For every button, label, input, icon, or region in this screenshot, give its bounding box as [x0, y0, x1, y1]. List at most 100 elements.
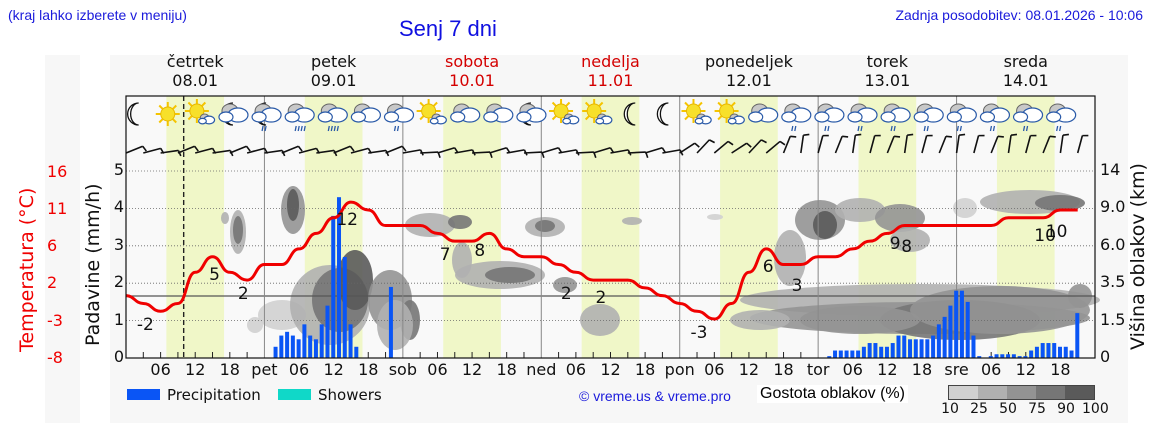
precipitation-legend-swatch [127, 389, 160, 400]
precipitation-tick: 0 [113, 347, 124, 366]
x-tick: 12 [323, 360, 344, 379]
page-title: Senj 7 dni [399, 16, 497, 41]
cloud-rain-icon [814, 103, 845, 132]
cloud-scale-label: 25 [970, 401, 988, 417]
plot-frame [125, 95, 1096, 359]
credit-link[interactable]: © vreme.us & vreme.pro [579, 388, 731, 404]
precipitation-legend-label: Precipitation [167, 386, 261, 404]
cloud-height-tick: 3.5 [1100, 272, 1126, 292]
day-name: četrtek [166, 52, 224, 71]
cloud-rain-icon [781, 103, 812, 132]
wind-barbs [125, 133, 1089, 158]
x-tick: 06 [842, 360, 863, 379]
cloud-rain-heavy-icon [284, 103, 315, 132]
sun-cloud-icon [184, 99, 216, 125]
precipitation-tick: 3 [113, 234, 124, 254]
cloud-rain-icon [847, 103, 878, 132]
temperature-label: 3 [791, 276, 803, 297]
x-tick: tor [806, 360, 830, 379]
sun-cloud-icon [714, 99, 745, 125]
moon-icon [623, 102, 636, 126]
day-header-3: nedelja 11.01 [542, 52, 680, 90]
cloud-rain-icon [1012, 103, 1044, 132]
day-date: 12.01 [726, 71, 772, 90]
x-tick: sob [388, 360, 417, 379]
x-tick: pet [251, 360, 278, 379]
moon-cloud-icon [218, 102, 249, 126]
temperature-label: 2 [560, 284, 572, 305]
cloud-rain-icon [913, 103, 944, 132]
temperature-label: 10 [1045, 221, 1068, 242]
cloud-icon [483, 103, 514, 123]
cloud-rain-icon [1046, 103, 1077, 132]
x-tick: sre [944, 360, 969, 379]
x-tick: 12 [1015, 360, 1036, 379]
day-name: sobota [444, 52, 500, 71]
day-date: 13.01 [864, 71, 911, 90]
day-header-4: ponedeljek 12.01 [680, 52, 818, 90]
cloud-rain-icon [979, 103, 1011, 132]
day-date: 08.01 [172, 71, 219, 90]
cloud-icon [450, 103, 481, 123]
x-tick: 12 [185, 360, 206, 379]
precipitation-tick: 5 [113, 160, 124, 179]
sun-cloud-icon [549, 99, 580, 125]
cloud-density-scale [948, 385, 1095, 400]
x-tick: 12 [877, 360, 898, 379]
sun-icon [155, 102, 180, 126]
day-date: 10.01 [449, 71, 495, 90]
last-updated: Zadnja posodobitev: 08.01.2026 - 10:06 [895, 7, 1143, 23]
sun-cloud-icon [416, 99, 447, 125]
temperature-label: 8 [474, 241, 486, 262]
cloud-scale-label: 90 [1057, 401, 1075, 417]
cloud-height-tick: 14 [1100, 160, 1121, 179]
cloud-rain-heavy-icon [317, 103, 348, 132]
weather-icons [127, 99, 1077, 132]
cloud-height-tick: 1.5 [1100, 309, 1126, 329]
day-header-5: torek 13.01 [818, 52, 956, 90]
cloud-scale-label: 50 [999, 401, 1017, 417]
day-name: nedelja [581, 52, 640, 71]
x-tick: 06 [427, 360, 448, 379]
x-tick: pon [664, 360, 695, 379]
precipitation-tick: 1 [113, 309, 124, 329]
cloud-height-tick: 6.0 [1100, 234, 1126, 254]
precipitation-tick: 4 [113, 197, 124, 217]
cloud-rain-icon [946, 103, 977, 132]
temperature-label: 5 [209, 264, 220, 285]
temperature-label: 7 [439, 245, 451, 266]
location-hint[interactable]: (kraj lahko izberete v meniju) [8, 7, 187, 23]
day-name: torek [866, 52, 909, 71]
sun-cloud-icon [582, 99, 613, 125]
cloud-scale-label: 75 [1028, 401, 1046, 417]
x-tick: 18 [773, 360, 794, 379]
day-name: ponedeljek [704, 52, 793, 71]
temperature-label: 9 [889, 233, 901, 254]
showers-legend-label: Showers [318, 386, 382, 404]
temperature-tick: 11 [47, 199, 68, 218]
cloud-height-tick: 9.0 [1100, 197, 1126, 217]
showers-legend-swatch [278, 389, 311, 400]
x-tick: 06 [288, 360, 310, 379]
day-header-6: sreda 14.01 [957, 52, 1095, 90]
cloud-density-label: Gostota oblakov (%) [757, 385, 908, 403]
temp-axis-panel [45, 55, 80, 423]
cloud-scale-label: 100 [1082, 401, 1109, 417]
temperature-tick: 6 [47, 236, 58, 255]
day-name: sreda [1003, 52, 1048, 71]
sun-cloud-icon [681, 99, 712, 125]
cloud-rain-icon [880, 103, 911, 132]
temperature-tick: -8 [47, 348, 63, 367]
temperature-label: -2 [136, 315, 154, 336]
temperature-tick: 2 [47, 273, 58, 292]
temperature-label: 12 [336, 210, 358, 231]
temperature-label: 2 [237, 284, 249, 305]
temperature-line [125, 200, 1078, 321]
x-tick: 12 [738, 360, 760, 379]
temperature-label: 8 [901, 237, 913, 258]
day-date: 14.01 [1002, 71, 1049, 90]
x-tick: 06 [565, 360, 587, 379]
x-tick: 18 [496, 360, 517, 379]
temperature-tick: -3 [47, 311, 63, 330]
x-tick: 06 [980, 360, 1002, 379]
